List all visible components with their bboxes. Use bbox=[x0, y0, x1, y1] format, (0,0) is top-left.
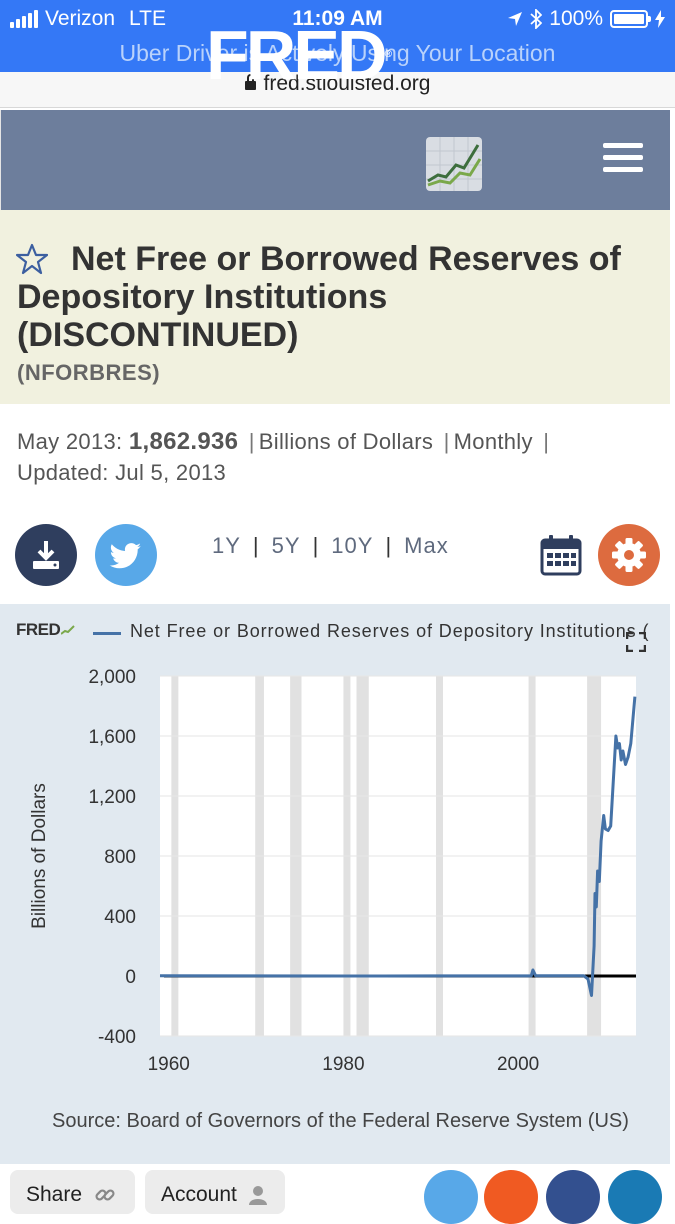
series-meta: May 2013: 1,862.936 | Billions of Dollars… bbox=[17, 428, 550, 485]
site-header bbox=[0, 110, 670, 210]
x-tick-label: 1960 bbox=[148, 1054, 190, 1075]
social-reddit-button[interactable] bbox=[484, 1170, 538, 1224]
range-5y[interactable]: 5Y bbox=[271, 533, 301, 558]
charging-bolt-icon bbox=[655, 10, 665, 28]
line-chart[interactable]: -400 0 400 800 1,200 1,600 2,000 1960 1980 2000 Bi… bbox=[0, 604, 670, 1104]
network-label: LTE bbox=[129, 7, 167, 30]
series-title-block bbox=[0, 210, 670, 404]
chart-fred-brand: FRED bbox=[16, 620, 75, 640]
date-range-selector: 1Y | 5Y | 10Y | Max bbox=[212, 533, 449, 558]
address-bar[interactable]: fred.stlouisfed.org bbox=[0, 72, 675, 108]
chart-brand-graph-icon bbox=[60, 625, 75, 635]
user-icon bbox=[248, 1186, 267, 1206]
fred-logo[interactable]: FRED® bbox=[206, 16, 392, 94]
y-tick-label: -400 bbox=[98, 1027, 136, 1048]
clock: 11:09 AM bbox=[292, 7, 383, 30]
social-facebook-button[interactable] bbox=[546, 1170, 600, 1224]
link-icon bbox=[95, 1189, 115, 1201]
series-id: (NFORBRES) bbox=[17, 360, 161, 385]
url-text: fred.stlouisfed.org bbox=[263, 72, 431, 95]
calendar-icon[interactable] bbox=[540, 534, 582, 576]
units-label: Billions of Dollars bbox=[258, 429, 434, 454]
frequency-label: Monthly bbox=[453, 429, 533, 454]
expand-icon[interactable] bbox=[626, 632, 646, 652]
y-tick-label: 1,600 bbox=[88, 727, 136, 748]
bluetooth-icon bbox=[530, 9, 543, 29]
download-button[interactable] bbox=[15, 524, 77, 586]
battery-percent: 100% bbox=[549, 7, 603, 30]
carrier-label: Verizon bbox=[45, 7, 116, 30]
y-tick-label: 0 bbox=[125, 967, 136, 988]
twitter-share-button[interactable] bbox=[95, 524, 157, 586]
series-title: Net Free or Borrowed Reserves of Deposit… bbox=[17, 240, 621, 354]
lock-icon bbox=[244, 74, 256, 90]
gear-icon bbox=[612, 538, 646, 572]
legend-series-swatch bbox=[93, 632, 121, 635]
x-tick-label: 1980 bbox=[322, 1054, 364, 1075]
series-line bbox=[159, 696, 637, 997]
range-1y[interactable]: 1Y bbox=[212, 533, 241, 558]
range-max[interactable]: Max bbox=[404, 533, 449, 558]
status-bar: Verizon LTE 11:09 AM 100% bbox=[0, 0, 675, 38]
observation-value: 1,862.936 bbox=[128, 428, 239, 455]
y-tick-label: 800 bbox=[104, 847, 136, 868]
hamburger-menu-icon[interactable] bbox=[603, 143, 643, 175]
chart-source: Source: Board of Governors of the Federa… bbox=[52, 1110, 629, 1132]
x-tick-label: 2000 bbox=[497, 1054, 539, 1075]
signal-icon bbox=[10, 10, 38, 28]
share-button[interactable]: Share bbox=[10, 1170, 135, 1214]
star-icon[interactable] bbox=[16, 243, 48, 275]
account-button[interactable]: Account bbox=[145, 1170, 285, 1214]
settings-button[interactable] bbox=[598, 524, 660, 586]
chart-title: Net Free or Borrowed Reserves of Deposit… bbox=[130, 621, 650, 641]
updated-label: Updated: bbox=[17, 460, 109, 485]
y-tick-label: 1,200 bbox=[88, 787, 136, 808]
range-10y[interactable]: 10Y bbox=[331, 533, 374, 558]
location-banner[interactable]: Uber Driver is Actively Using Your Locat… bbox=[0, 38, 675, 72]
updated-date: Jul 5, 2013 bbox=[115, 460, 227, 485]
y-axis-label: Billions of Dollars bbox=[29, 783, 50, 929]
download-icon bbox=[33, 541, 59, 569]
y-tick-label: 400 bbox=[104, 907, 136, 928]
social-linkedin-button[interactable] bbox=[608, 1170, 662, 1224]
y-tick-label: 2,000 bbox=[88, 667, 136, 688]
location-arrow-icon bbox=[508, 12, 523, 26]
fred-logo-graph-icon bbox=[426, 137, 482, 191]
observation-date: May 2013: bbox=[17, 429, 123, 454]
battery-icon bbox=[610, 10, 651, 28]
twitter-icon bbox=[109, 543, 141, 569]
social-twitter-button[interactable] bbox=[424, 1170, 478, 1224]
